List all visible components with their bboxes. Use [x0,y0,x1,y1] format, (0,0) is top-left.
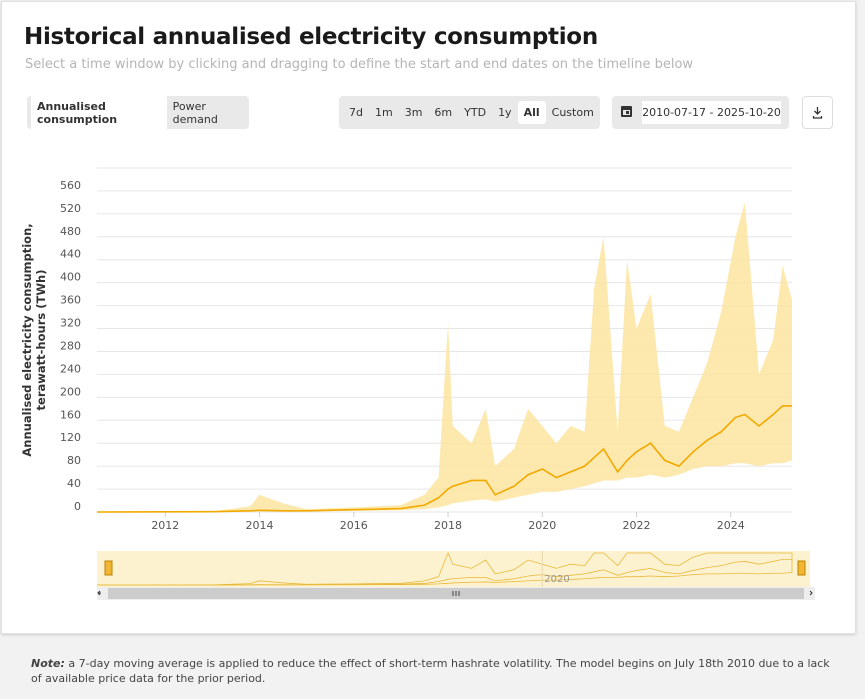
estimate-line [96,405,792,513]
x-tick-label: 2024 [717,519,745,532]
y-tick-label: 280 [60,339,81,352]
download-button[interactable] [802,96,833,129]
navigator-band [96,551,793,586]
x-tick-label: 2022 [623,519,651,532]
x-tick-label: 2014 [246,519,274,532]
scroll-grip [452,591,460,596]
download-icon [812,107,823,119]
note: Note: a 7-day moving average is applied … [31,656,831,686]
range-group: 7d 1m 3m 6m YTD 1y All Custom [339,96,600,129]
x-tick-label: 2018 [434,519,462,532]
title: Historical annualised electricity consum… [24,24,598,50]
y-tick-label: 240 [60,362,81,375]
navigator-handle[interactable] [104,560,113,576]
date-range-input[interactable]: 2010-07-17 - 2025-10-20 [642,101,781,124]
y-tick-label: 360 [60,294,81,307]
navigator-tick-label: 2020 [544,574,569,585]
scroll-arrows [97,590,813,596]
card: Annualised electricity consumption,teraw… [1,1,856,634]
range-button[interactable]: All [517,101,546,124]
navigator-handle[interactable] [797,560,806,576]
y-tick-label: 200 [60,385,81,398]
x-tick-label: 2012 [151,519,179,532]
x-tick-label: 2016 [340,519,368,532]
y-tick-label: 80 [67,454,81,467]
y-tick-label: 480 [60,225,81,238]
calendar-icon [621,106,632,117]
x-tick-label: 2020 [528,519,556,532]
note-text: a 7-day moving average is applied to red… [31,657,830,685]
toggle-group: Annualised consumption Power demand [27,94,249,131]
toggle-button[interactable]: Annualised consumption [31,94,167,131]
navigator-selection [97,551,810,587]
subtitle: Select a time window by clicking and dra… [25,57,694,72]
y-tick-label: 440 [60,248,81,261]
range-button[interactable]: 7d [349,106,363,119]
y-axis-title-line: terawatt-hours (TWh) [34,270,48,411]
y-tick-label: 40 [67,477,81,490]
navigator-line [96,558,792,586]
range-button[interactable]: 1m [374,106,393,119]
y-tick-label: 400 [60,271,81,284]
range-button[interactable]: 6m [434,106,453,119]
date-range: 2010-07-17 - 2025-10-20 [612,96,789,129]
y-axis-title: Annualised electricity consumption,teraw… [20,223,48,456]
y-tick-label: 120 [60,431,81,444]
range-button[interactable]: YTD [464,106,487,119]
chart: Annualised electricity consumption,teraw… [20,167,815,600]
range-button[interactable]: 1y [498,106,512,119]
y-tick-label: 520 [60,202,81,215]
y-axis-title-line: Annualised electricity consumption, [20,223,34,456]
toggle-button[interactable]: Power demand [172,99,218,126]
y-tick-label: 160 [60,408,81,421]
y-tick-label: 320 [60,317,81,330]
range-button[interactable]: Custom [551,106,594,119]
range-button[interactable]: 3m [404,106,423,119]
y-tick-label: 560 [60,179,81,192]
range-band [97,202,792,512]
note-label: Note: [31,657,65,670]
y-tick-label: 0 [74,500,81,513]
